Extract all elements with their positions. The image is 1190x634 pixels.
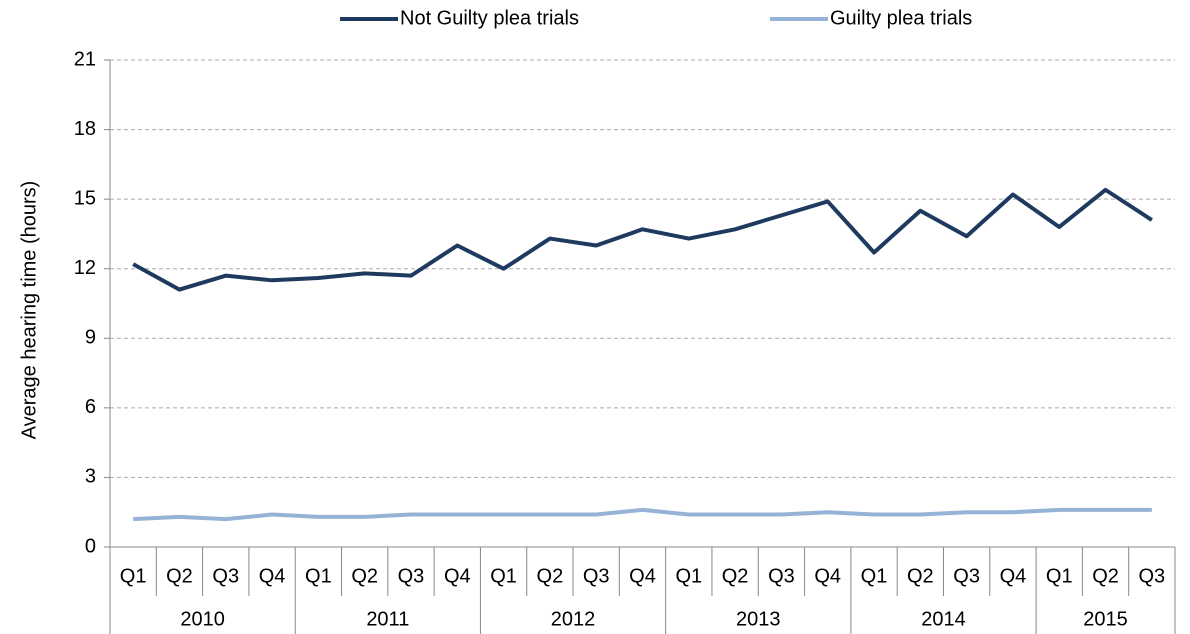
legend-label: Not Guilty plea trials [400, 7, 579, 29]
y-tick-label: 15 [74, 187, 96, 209]
series-line [132, 187, 1153, 292]
x-tick-label: Q2 [722, 565, 749, 587]
y-tick-label: 0 [85, 535, 96, 557]
x-tick-label: Q1 [120, 565, 147, 587]
x-tick-label: Q1 [305, 565, 332, 587]
x-group-label: 2011 [366, 608, 409, 630]
y-tick-label: 3 [85, 466, 96, 488]
x-tick-label: Q1 [675, 565, 702, 587]
x-tick-label: Q2 [907, 565, 934, 587]
series-line [133, 507, 1152, 522]
x-tick-label: Q3 [398, 565, 425, 587]
x-tick-label: Q4 [629, 565, 656, 587]
y-axis-label: Average hearing time (hours) [18, 181, 40, 440]
y-tick-label: 6 [85, 396, 96, 418]
x-tick-label: Q4 [444, 565, 471, 587]
x-tick-label: Q2 [166, 565, 193, 587]
x-group-label: 2010 [180, 608, 225, 630]
y-tick-label: 21 [74, 48, 96, 70]
x-group-label: 2015 [1083, 608, 1128, 630]
x-tick-label: Q2 [537, 565, 564, 587]
x-group-label: 2014 [921, 608, 966, 630]
x-tick-label: Q2 [351, 565, 378, 587]
legend-label: Guilty plea trials [830, 7, 972, 29]
x-tick-label: Q3 [953, 565, 980, 587]
x-tick-label: Q3 [583, 565, 610, 587]
x-tick-label: Q1 [861, 565, 888, 587]
y-tick-label: 18 [74, 118, 96, 140]
x-tick-label: Q2 [1092, 565, 1119, 587]
y-tick-label: 12 [74, 257, 96, 279]
x-tick-label: Q4 [1000, 565, 1027, 587]
x-tick-label: Q4 [259, 565, 286, 587]
x-tick-label: Q3 [768, 565, 795, 587]
x-tick-label: Q3 [1139, 565, 1166, 587]
x-tick-label: Q1 [1046, 565, 1073, 587]
x-tick-label: Q4 [814, 565, 841, 587]
x-group-label: 2012 [551, 608, 596, 630]
x-group-label: 2013 [736, 608, 781, 630]
x-tick-label: Q1 [490, 565, 517, 587]
y-tick-label: 9 [85, 327, 96, 349]
x-tick-label: Q3 [212, 565, 239, 587]
